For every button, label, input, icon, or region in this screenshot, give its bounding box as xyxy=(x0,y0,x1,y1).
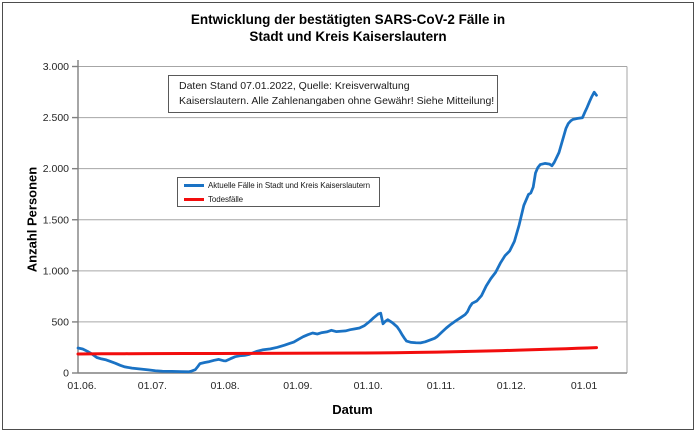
data-source-note-line1: Daten Stand 07.01.2022, Quelle: Kreisver… xyxy=(179,80,410,92)
x-tick-label: 01.08. xyxy=(211,380,240,392)
x-tick-label: 01.10. xyxy=(354,380,383,392)
chart-title-line1: Entwicklung der bestätigten SARS-CoV-2 F… xyxy=(190,12,506,27)
x-axis-title: Datum xyxy=(332,402,373,417)
y-tick-label: 1.500 xyxy=(43,214,69,226)
legend-label-active-cases: Aktuelle Fälle in Stadt und Kreis Kaiser… xyxy=(208,180,370,190)
y-tick-label: 3.000 xyxy=(43,61,69,73)
chart-title-line2: Stadt und Kreis Kaiserslautern xyxy=(249,29,447,44)
y-tick-label: 0 xyxy=(63,368,69,380)
x-tick-label: 01.01 xyxy=(571,380,597,392)
legend-item-active-cases: Aktuelle Fälle in Stadt und Kreis Kaiser… xyxy=(184,178,370,192)
blue-line-swatch xyxy=(184,183,204,187)
y-tick-label: 500 xyxy=(51,316,69,328)
x-tick-label: 01.12. xyxy=(497,380,526,392)
legend-item-deaths: Todesfälle xyxy=(184,192,370,206)
legend: Aktuelle Fälle in Stadt und Kreis Kaiser… xyxy=(177,177,380,207)
x-tick-label: 01.07. xyxy=(138,380,167,392)
y-tick-label: 2.000 xyxy=(43,163,69,175)
y-tick-label: 1.000 xyxy=(43,265,69,277)
x-tick-label: 01.11. xyxy=(427,380,455,392)
data-source-note: Daten Stand 07.01.2022, Quelle: Kreisver… xyxy=(168,75,498,113)
x-tick-label: 01.06. xyxy=(67,380,96,392)
series-line-0 xyxy=(76,90,598,374)
x-tick-label: 01.09. xyxy=(283,380,312,392)
red-line-swatch xyxy=(184,197,204,201)
series-line-1 xyxy=(76,346,598,356)
y-tick-label: 2.500 xyxy=(43,112,69,124)
chart-title: Entwicklung der bestätigten SARS-CoV-2 F… xyxy=(0,11,696,45)
legend-label-deaths: Todesfälle xyxy=(208,194,244,204)
data-source-note-line2: Kaiserslautern. Alle Zahlenangaben ohne … xyxy=(179,95,495,107)
